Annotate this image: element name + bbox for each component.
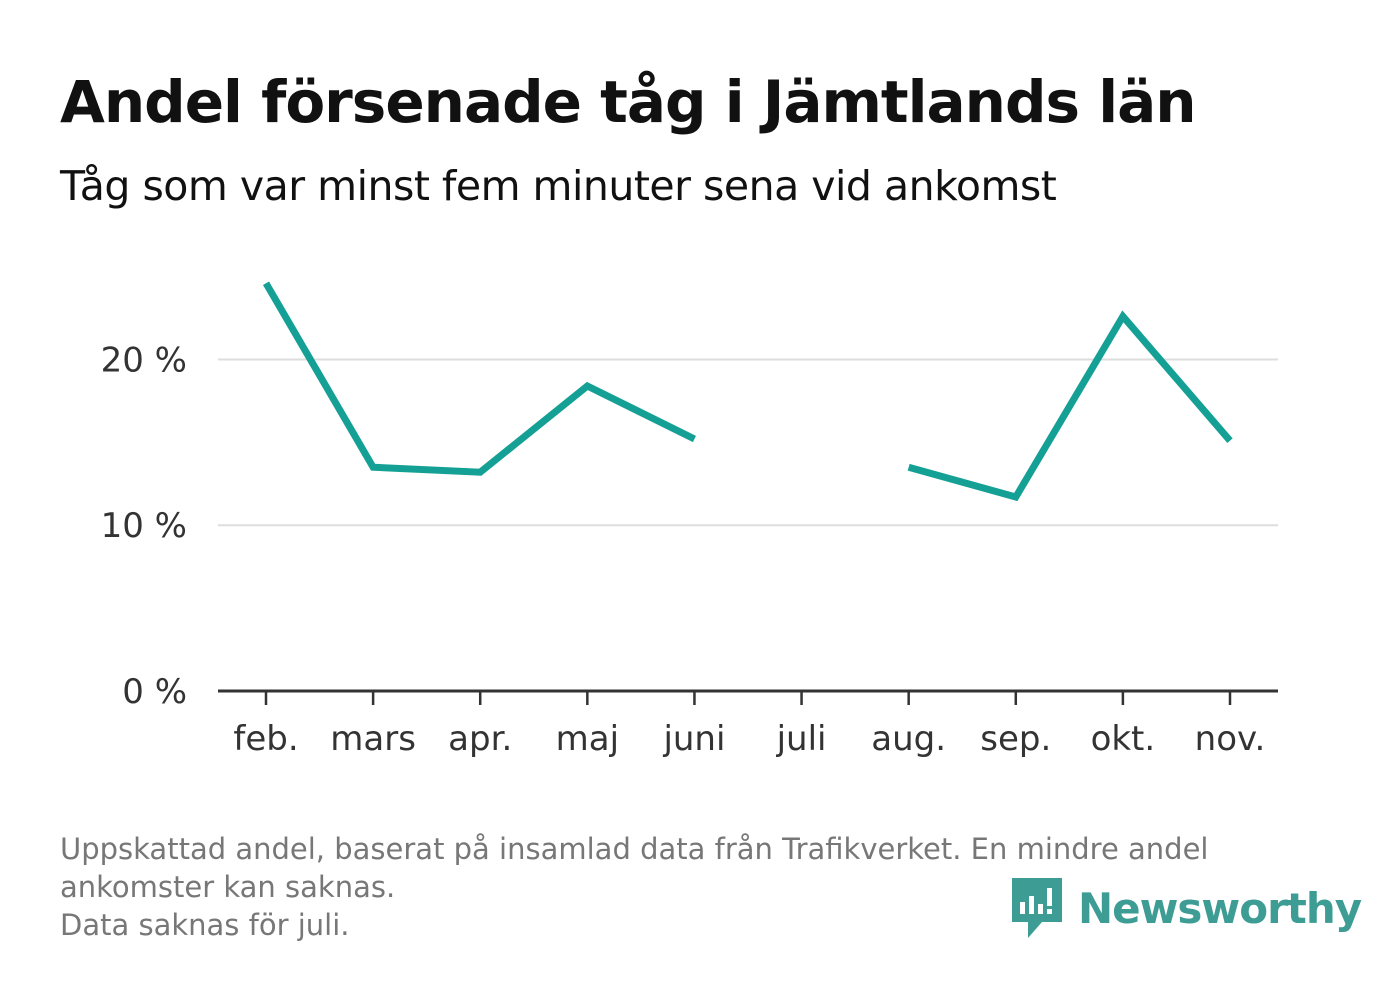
- x-tick-label: aug.: [871, 719, 946, 759]
- x-tick-label: feb.: [233, 719, 298, 759]
- newsworthy-logo-icon: [1012, 878, 1062, 938]
- logo-text: Newsworthy: [1078, 883, 1362, 933]
- series-line-segment: [907, 310, 1233, 502]
- y-tick-label: 0 %: [122, 672, 187, 712]
- footnote-line-3: Data saknas för juli.: [60, 908, 350, 942]
- x-axis: [218, 689, 1278, 705]
- series-lines: [262, 281, 1233, 502]
- x-tick-label: sep.: [980, 719, 1051, 759]
- footnote-line-2: ankomster kan saknas.: [60, 870, 396, 904]
- chart-title: Andel försenade tåg i Jämtlands län: [60, 68, 1197, 136]
- x-tick-label: juli: [776, 719, 827, 759]
- x-tick-label: apr.: [448, 719, 512, 759]
- newsworthy-logo: Newsworthy: [1010, 876, 1362, 940]
- x-tick-label: juni: [662, 719, 725, 759]
- x-tick-label: mars: [330, 719, 416, 759]
- x-tick-label: okt.: [1091, 719, 1156, 759]
- footnote-line-1: Uppskattad andel, baserat på insamlad da…: [60, 832, 1209, 866]
- x-tick-label: maj: [556, 719, 619, 759]
- footnote: Uppskattad andel, baserat på insamlad da…: [60, 830, 1208, 944]
- chart-subtitle: Tåg som var minst fem minuter sena vid a…: [60, 162, 1057, 210]
- grid-lines: [218, 358, 1278, 527]
- y-axis-tick-labels: 0 % 10 % 20 %: [101, 340, 187, 712]
- series-line-segment: [262, 281, 696, 476]
- x-tick-label: nov.: [1195, 719, 1266, 759]
- y-tick-label: 10 %: [101, 506, 187, 546]
- x-axis-tick-labels: feb. mars apr. maj juni juli aug. sep. okt. nov.: [233, 719, 1265, 759]
- y-tick-label: 20 %: [101, 340, 187, 380]
